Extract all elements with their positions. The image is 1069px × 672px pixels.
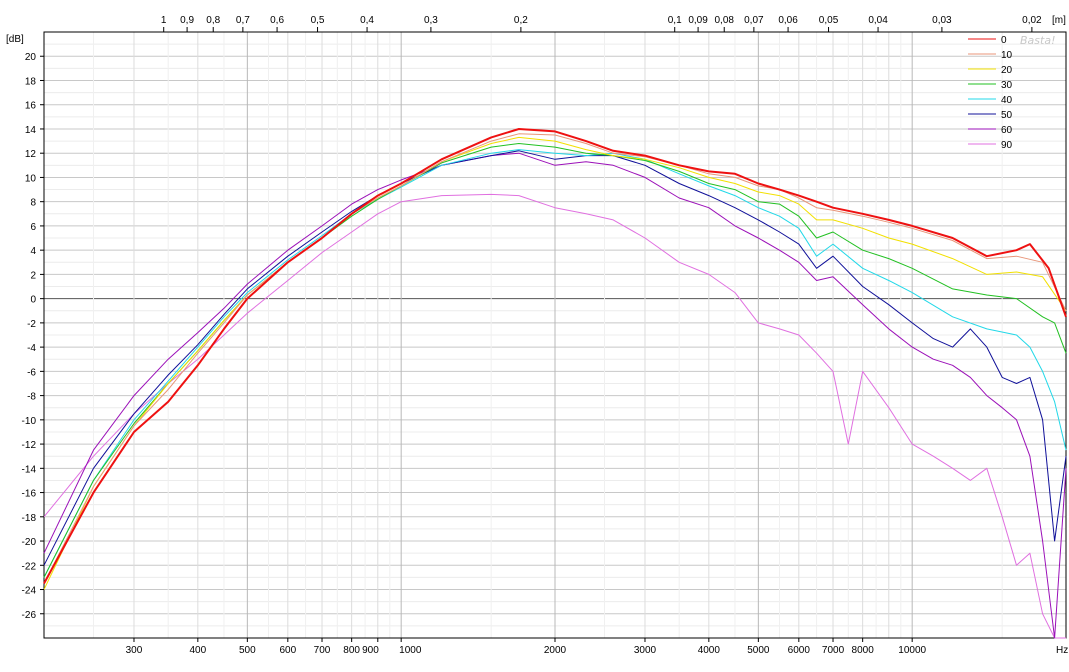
y-tick-label: -22 [22,561,37,572]
y-tick-label: -2 [27,319,36,330]
top-tick-label: 0,09 [688,15,708,26]
x-tick-labels: 300 400 500 600 700 800 900 1000 2000 3000 4000 500… [126,638,927,656]
series-line-0 [43,128,1067,584]
series-line-10 [43,133,1067,584]
y-tick-label: -6 [27,367,36,378]
x-tick-label: 500 [239,645,256,656]
y-tick-label: -12 [22,440,37,451]
legend: 0 10 20 30 40 50 60 90 [968,35,1013,151]
top-tick-label: 0,08 [714,15,734,26]
legend-label: 10 [1001,50,1013,61]
series-line-90 [43,193,1066,639]
top-tick-label: 0,2 [514,15,528,26]
y-tick-label: -24 [22,586,37,597]
x-tick-label: 800 [343,645,360,656]
x-tick-label: 5000 [747,645,770,656]
top-tick-label: 0,1 [668,15,682,26]
x-tick-label: 900 [362,645,379,656]
y-tick-label: -10 [22,416,37,427]
y-tick-label: 0 [30,295,36,306]
x-tick-label: 1000 [399,645,422,656]
x-tick-label: 10000 [898,645,926,656]
y-tick-label: -14 [22,464,37,475]
y-tick-label: 4 [30,246,36,257]
watermark-text: Basta! [1020,34,1055,47]
legend-label: 30 [1001,80,1013,91]
y-tick-label: -8 [27,392,36,403]
x-tick-label: 600 [279,645,296,656]
y-tick-label: 12 [25,149,37,160]
top-tick-label: 0,3 [424,15,438,26]
y-tick-label: 2 [30,270,36,281]
y-tick-label: -4 [27,343,36,354]
top-tick-label: 0,03 [932,15,952,26]
y-tick-label: 8 [30,198,36,209]
x-tick-label: 2000 [544,645,567,656]
series-line-60 [43,152,1067,639]
y-tick-label: -18 [22,513,37,524]
top-tick-label: 0,04 [868,15,888,26]
y-tick-label: -20 [22,537,37,548]
x-tick-label: 4000 [698,645,721,656]
y-axis-label: [dB] [6,34,24,45]
y-tick-label: 20 [25,52,37,63]
x-tick-label: 400 [189,645,206,656]
series-line-20 [43,136,1067,590]
y-tick-label: 18 [25,76,37,87]
top-tick-labels: 1 0,9 0,8 0,7 0,6 0,5 0,4 0,3 0,2 0,1 0,09 0,08 0,07… [161,15,1042,32]
y-tick-labels: 20181614121086420-2-4-6-8-10-12-14-16-18… [22,52,44,621]
grid-lines [43,31,1067,639]
y-tick-label: -16 [22,489,37,500]
y-tick-label: 6 [30,222,36,233]
top-tick-label: 1 [161,15,167,26]
y-tick-label: 16 [25,101,37,112]
series-layer [43,128,1067,639]
y-tick-label: -26 [22,610,37,621]
top-tick-label: 0,8 [206,15,220,26]
x-tick-label: 7000 [822,645,845,656]
x-tick-label: 3000 [634,645,657,656]
top-tick-label: 0,4 [360,15,374,26]
legend-label: 50 [1001,110,1013,121]
top-tick-label: 0,02 [1022,15,1042,26]
top-tick-label: 0,07 [744,15,764,26]
series-line-50 [43,150,1067,566]
y-tick-label: 10 [25,173,37,184]
top-tick-label: 0,05 [819,15,839,26]
legend-label: 90 [1001,140,1013,151]
x-tick-label: 8000 [852,645,875,656]
x-tick-label: 700 [314,645,331,656]
top-tick-label: 0,6 [270,15,284,26]
x-tick-label: 6000 [788,645,811,656]
top-tick-label: 0,5 [311,15,325,26]
y-tick-label: 14 [25,125,37,136]
legend-label: 60 [1001,125,1013,136]
top-tick-label: 0,06 [778,15,798,26]
top-tick-label: 0,9 [180,15,194,26]
x-axis-label: Hz [1056,645,1068,656]
legend-label: 0 [1001,35,1007,46]
top-axis-label: [m] [1052,15,1066,26]
legend-label: 40 [1001,95,1013,106]
legend-label: 20 [1001,65,1013,76]
top-tick-label: 0,7 [236,15,250,26]
x-tick-label: 300 [126,645,143,656]
